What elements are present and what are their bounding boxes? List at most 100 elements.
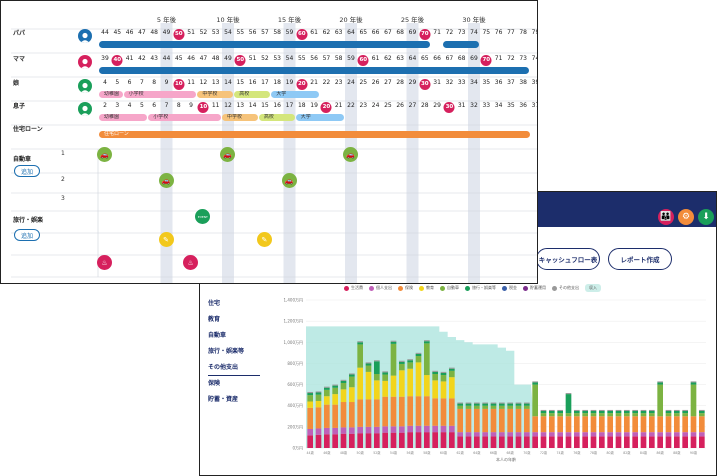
bar-segment[interactable] <box>490 403 497 406</box>
age-cell[interactable]: 65 <box>420 55 429 62</box>
legend-item[interactable]: 税金 <box>502 285 517 291</box>
bar-segment[interactable] <box>682 409 688 411</box>
bar-segment[interactable] <box>490 436 497 448</box>
bar-segment[interactable] <box>382 374 388 381</box>
age-cell[interactable]: 32 <box>470 102 478 109</box>
bar-segment[interactable] <box>399 432 405 448</box>
age-cell[interactable]: 16 <box>273 102 281 109</box>
age-cell[interactable]: 37 <box>531 102 537 109</box>
age-cell[interactable]: 35 <box>482 79 491 86</box>
bar-segment[interactable] <box>349 374 355 377</box>
bar-segment[interactable] <box>532 381 538 383</box>
menu-item-5[interactable]: 保険 <box>208 380 221 387</box>
bar-segment[interactable] <box>440 375 447 382</box>
age-cell[interactable]: 23 <box>359 102 368 109</box>
bar-segment[interactable] <box>390 432 397 448</box>
legend-item[interactable]: 旅行・娯楽等 <box>465 285 496 291</box>
bar-segment[interactable] <box>315 407 322 429</box>
age-cell[interactable]: 58 <box>273 29 281 36</box>
bar-segment[interactable] <box>649 409 655 411</box>
bar-segment[interactable] <box>657 384 663 417</box>
bar-segment[interactable] <box>499 436 505 448</box>
age-cell[interactable]: 64 <box>347 29 355 36</box>
age-cell[interactable]: 15 <box>236 79 245 86</box>
bar-segment[interactable] <box>632 411 638 414</box>
bar-segment[interactable] <box>432 425 438 433</box>
download-icon[interactable]: ⬇ <box>698 209 714 225</box>
age-cell[interactable]: 21 <box>334 102 343 109</box>
age-cell[interactable]: 61 <box>310 29 318 36</box>
add-travel-button[interactable]: 追加 <box>14 229 40 241</box>
age-cell[interactable]: 46 <box>125 29 134 36</box>
bar-segment[interactable] <box>507 402 513 404</box>
bar-segment[interactable] <box>640 411 647 414</box>
age-cell[interactable]: 37 <box>507 79 515 86</box>
bar-segment[interactable] <box>690 432 697 437</box>
bar-segment[interactable] <box>657 432 663 437</box>
bar-segment[interactable] <box>690 436 697 448</box>
bar-segment[interactable] <box>390 375 397 397</box>
bar-segment[interactable] <box>515 402 522 404</box>
bar-segment[interactable] <box>490 402 497 404</box>
bar-segment[interactable] <box>407 432 413 448</box>
bar-segment[interactable] <box>365 362 372 364</box>
bar-segment[interactable] <box>632 436 638 448</box>
school-bar[interactable]: 小学校 <box>123 91 197 98</box>
bar-segment[interactable] <box>690 416 697 433</box>
age-cell[interactable]: 73 <box>457 29 466 36</box>
bar-segment[interactable] <box>699 411 705 414</box>
age-cell[interactable]: 68 <box>396 29 404 36</box>
bar-segment[interactable] <box>357 426 363 434</box>
age-cell[interactable]: 43 <box>150 55 158 62</box>
bar-segment[interactable] <box>674 416 680 433</box>
bar-segment[interactable] <box>465 436 472 448</box>
bar-segment[interactable] <box>549 416 555 433</box>
bar-segment[interactable] <box>524 408 530 433</box>
bar-segment[interactable] <box>657 382 663 385</box>
bar-segment[interactable] <box>515 436 522 448</box>
age-cell[interactable]: 32 <box>445 79 454 86</box>
bar-segment[interactable] <box>599 436 605 448</box>
bar-segment[interactable] <box>507 403 513 406</box>
bar-segment[interactable] <box>574 416 580 433</box>
age-cell[interactable]: 29 <box>408 79 417 86</box>
age-cell[interactable]: 45 <box>113 29 122 36</box>
bar-segment[interactable] <box>390 341 397 344</box>
age-cell[interactable]: 79 <box>531 29 537 36</box>
age-cell[interactable]: 53 <box>273 55 281 62</box>
bar-segment[interactable] <box>457 436 463 448</box>
bar-segment[interactable] <box>432 371 438 374</box>
bar-segment[interactable] <box>440 371 447 373</box>
age-cell[interactable]: 63 <box>396 55 404 62</box>
bar-segment[interactable] <box>457 405 463 409</box>
avatar[interactable] <box>78 29 92 43</box>
bar-segment[interactable] <box>624 411 630 414</box>
age-cell[interactable]: 35 <box>507 102 515 109</box>
bar-segment[interactable] <box>549 432 555 437</box>
bar-segment[interactable] <box>332 427 338 435</box>
bar-segment[interactable] <box>674 436 680 448</box>
age-cell[interactable]: 76 <box>494 29 503 36</box>
bar-segment[interactable] <box>449 425 455 433</box>
milestone-age-badge[interactable]: 60 <box>296 29 308 40</box>
bar-segment[interactable] <box>532 382 538 385</box>
age-cell[interactable]: 27 <box>384 79 392 86</box>
age-cell[interactable]: 74 <box>531 55 537 62</box>
bar-segment[interactable] <box>549 409 555 411</box>
bar-segment[interactable] <box>490 432 497 437</box>
car-icon[interactable]: 🚗 <box>97 147 112 162</box>
age-cell[interactable]: 11 <box>211 102 220 109</box>
people-icon[interactable]: 👪 <box>658 209 674 225</box>
menu-item-6[interactable]: 貯蓄・資産 <box>208 396 239 403</box>
bar-segment[interactable] <box>399 360 405 362</box>
bar-segment[interactable] <box>565 394 572 414</box>
age-cell[interactable]: 46 <box>187 55 195 62</box>
bar-segment[interactable] <box>399 361 405 364</box>
bar-segment[interactable] <box>490 408 497 433</box>
milestone-age-badge[interactable]: 10 <box>197 102 209 113</box>
bar-segment[interactable] <box>624 409 630 411</box>
bar-segment[interactable] <box>307 428 313 436</box>
bar-segment[interactable] <box>432 432 438 448</box>
bar-segment[interactable] <box>699 413 705 417</box>
bar-segment[interactable] <box>315 400 322 408</box>
